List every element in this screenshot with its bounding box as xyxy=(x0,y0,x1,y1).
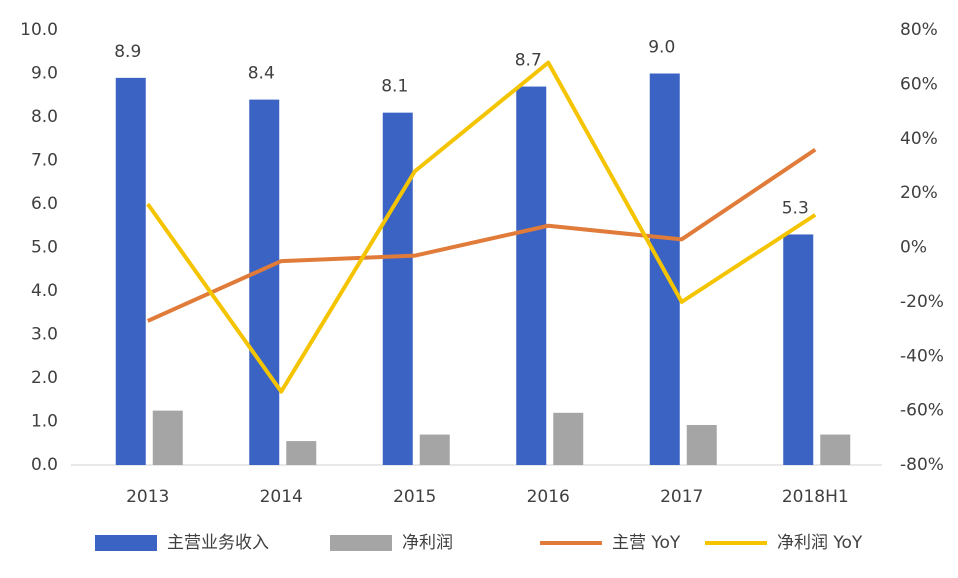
y2-tick-label: 0% xyxy=(900,238,927,258)
y-tick-label: 5.0 xyxy=(31,238,58,258)
y-tick-label: 3.0 xyxy=(31,325,58,345)
x-tick-label: 2017 xyxy=(660,487,703,507)
bar xyxy=(249,99,280,465)
legend-swatch xyxy=(95,535,157,551)
bar xyxy=(553,412,584,465)
value-label: 8.1 xyxy=(381,77,408,97)
y-tick-label: 8.0 xyxy=(31,107,58,127)
value-label: 5.3 xyxy=(782,198,809,218)
y2-tick-label: -60% xyxy=(900,401,944,421)
y2-tick-label: 80% xyxy=(900,20,938,40)
y2-tick-label: 20% xyxy=(900,183,938,203)
bar xyxy=(783,234,814,465)
legend-label: 净利润 xyxy=(402,533,453,553)
y-tick-label: 9.0 xyxy=(31,64,58,84)
bar xyxy=(516,86,547,466)
line-series xyxy=(146,60,817,394)
y2-tick-label: 60% xyxy=(900,74,938,94)
legend-label: 净利润 YoY xyxy=(777,533,863,553)
x-tick-label: 2014 xyxy=(260,487,303,507)
y-tick-label: 10.0 xyxy=(20,20,58,40)
y2-tick-label: -20% xyxy=(900,292,944,312)
y-tick-label: 1.0 xyxy=(31,412,58,432)
legend-label: 主营业务收入 xyxy=(167,533,269,553)
bar xyxy=(152,410,183,465)
y2-tick-label: 40% xyxy=(900,129,938,149)
y2-tick-label: -80% xyxy=(900,455,944,475)
y-tick-label: 2.0 xyxy=(31,368,58,388)
bar xyxy=(419,434,450,465)
bar xyxy=(115,77,146,465)
value-label: 8.7 xyxy=(515,51,542,71)
bar xyxy=(382,112,413,466)
x-tick-label: 2016 xyxy=(527,487,570,507)
value-label: 8.4 xyxy=(248,64,275,84)
bar xyxy=(686,424,717,465)
y2-tick-label: -40% xyxy=(900,346,944,366)
x-tick-label: 2013 xyxy=(126,487,169,507)
x-tick-label: 2018H1 xyxy=(782,487,849,507)
y-tick-label: 0.0 xyxy=(31,455,58,475)
legend-label: 主营 YoY xyxy=(612,533,681,553)
bar xyxy=(286,441,317,465)
legend-swatch xyxy=(330,535,392,551)
value-label: 9.0 xyxy=(648,38,675,58)
line-series xyxy=(146,147,817,323)
y-tick-label: 6.0 xyxy=(31,194,58,214)
y-tick-label: 4.0 xyxy=(31,281,58,301)
bar xyxy=(820,434,851,465)
y-tick-label: 7.0 xyxy=(31,151,58,171)
x-tick-label: 2015 xyxy=(393,487,436,507)
value-label: 8.9 xyxy=(114,42,141,62)
